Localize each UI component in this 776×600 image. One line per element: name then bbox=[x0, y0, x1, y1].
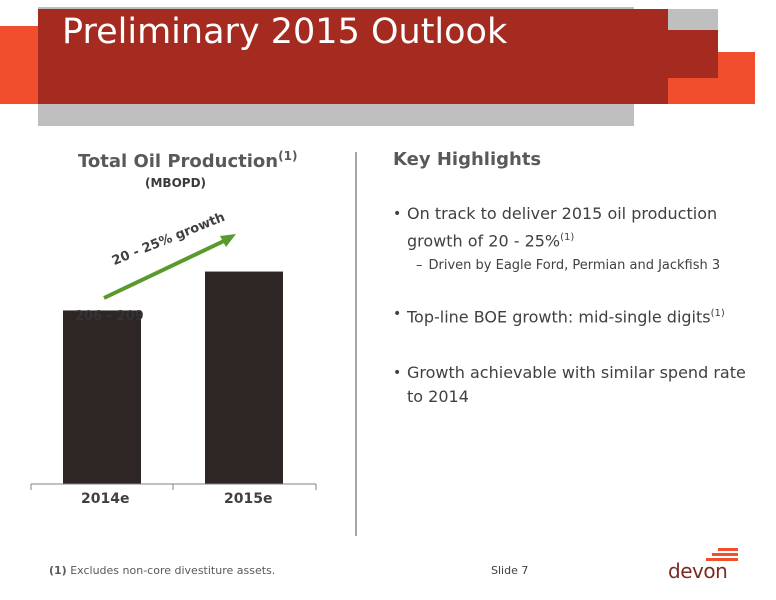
bullet-marker: • bbox=[393, 306, 402, 322]
sub-bullet-marker: – bbox=[416, 258, 423, 273]
page-title: Preliminary 2015 Outlook bbox=[62, 12, 508, 52]
footnote-marker: (1) bbox=[49, 564, 67, 577]
bullet-note: (1) bbox=[560, 232, 575, 243]
bar-data-label: 206 - 209 bbox=[75, 309, 144, 324]
bar-2015e bbox=[205, 271, 283, 484]
bullet-text: On track to deliver 2015 oil production … bbox=[407, 204, 718, 251]
bullet-text: Growth achievable with similar spend rat… bbox=[407, 363, 746, 406]
header-orange-left bbox=[0, 26, 40, 104]
header-red-strip bbox=[600, 30, 718, 78]
sub-bullet-text: Driven by Eagle Ford, Permian and Jackfi… bbox=[428, 258, 721, 273]
bar-2014e bbox=[63, 310, 141, 484]
bullet-boe-growth: • Top-line BOE growth: mid-single digits… bbox=[393, 302, 747, 329]
chart-title-note: (1) bbox=[278, 149, 298, 163]
bullet-text: Top-line BOE growth: mid-single digits bbox=[407, 307, 711, 327]
devon-logo-mark bbox=[706, 548, 738, 561]
bullet-marker: • bbox=[393, 206, 402, 222]
slide-number: Slide 7 bbox=[491, 564, 529, 577]
footnote-text: Excludes non-core divestiture assets. bbox=[70, 564, 276, 577]
header-red-banner bbox=[38, 9, 668, 104]
category-label-2014e: 2014e bbox=[81, 491, 130, 507]
bullet-marker: • bbox=[393, 365, 402, 381]
highlights-title: Key Highlights bbox=[393, 149, 542, 170]
category-label-2015e: 2015e bbox=[224, 491, 273, 507]
chart-subtitle: (MBOPD) bbox=[145, 176, 207, 190]
devon-logo-text: devon bbox=[668, 559, 728, 583]
growth-arrow-line bbox=[103, 238, 227, 300]
bullet-note: (1) bbox=[710, 308, 725, 319]
chart-title: Total Oil Production(1) bbox=[78, 149, 297, 172]
bullet-spend-rate: • Growth achievable with similar spend r… bbox=[393, 361, 747, 409]
bullet-oil-growth: • On track to deliver 2015 oil productio… bbox=[393, 202, 727, 253]
chart-title-text: Total Oil Production bbox=[78, 151, 279, 172]
footnote: (1) Excludes non-core divestiture assets… bbox=[49, 564, 275, 577]
sub-bullet-drivers: – Driven by Eagle Ford, Permian and Jackf… bbox=[416, 258, 720, 273]
growth-arrow-head bbox=[220, 234, 236, 247]
